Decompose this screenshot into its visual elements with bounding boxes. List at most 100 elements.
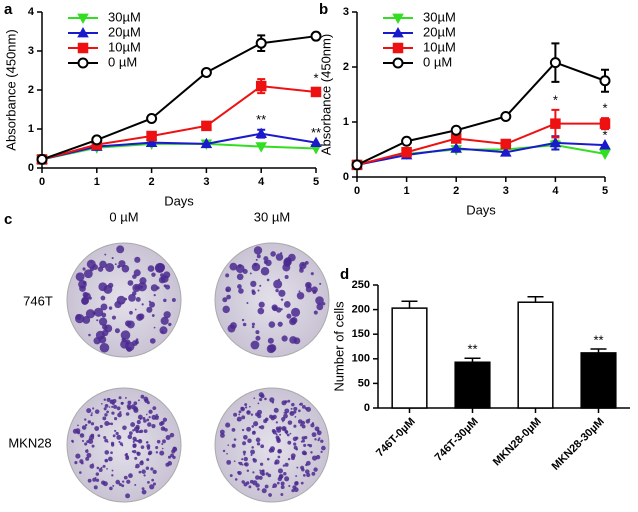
colony xyxy=(272,430,277,435)
colony xyxy=(287,399,291,403)
colony xyxy=(310,272,314,276)
significance: * xyxy=(602,101,607,116)
significance: * xyxy=(553,92,558,107)
x-tick-label: 3 xyxy=(203,176,209,188)
panel-label: d xyxy=(340,266,349,283)
point xyxy=(255,142,267,153)
colony xyxy=(94,426,100,431)
colony xyxy=(300,465,305,470)
colony xyxy=(244,403,248,406)
colony xyxy=(314,438,317,441)
colony xyxy=(279,433,282,436)
colony xyxy=(266,344,276,354)
colony xyxy=(134,308,137,311)
colony xyxy=(316,303,324,311)
colony xyxy=(160,426,166,431)
row-label: MKN28 xyxy=(8,435,51,450)
colony xyxy=(242,450,247,454)
colony xyxy=(303,443,307,447)
colony xyxy=(132,429,135,432)
colony xyxy=(264,397,267,401)
colony xyxy=(249,405,251,408)
colony xyxy=(160,275,169,283)
colony xyxy=(83,269,93,279)
colony xyxy=(255,483,260,488)
colony xyxy=(102,481,108,487)
colony xyxy=(128,431,133,436)
colony xyxy=(92,407,95,410)
colony xyxy=(282,420,284,423)
colony xyxy=(130,404,136,410)
colony xyxy=(287,420,293,425)
colony xyxy=(103,435,107,440)
colony xyxy=(148,416,151,419)
colony xyxy=(149,301,156,308)
colony xyxy=(281,417,286,422)
colony xyxy=(286,313,292,319)
legend-label: 30µM xyxy=(108,9,141,24)
colony xyxy=(91,412,93,414)
colony xyxy=(109,399,115,405)
colony xyxy=(139,460,144,466)
colony xyxy=(98,282,108,292)
colony xyxy=(96,466,100,470)
colony xyxy=(257,307,265,315)
colony xyxy=(318,437,321,440)
colony xyxy=(290,407,293,410)
colony xyxy=(100,466,103,469)
colony xyxy=(114,429,117,433)
x-axis-label: Days xyxy=(164,193,194,208)
colony xyxy=(298,409,301,413)
colony xyxy=(162,417,168,422)
colony xyxy=(99,424,103,428)
colony xyxy=(256,254,261,259)
colony xyxy=(82,281,87,285)
y-tick-label: 0 xyxy=(28,162,34,174)
colony xyxy=(284,408,290,414)
colony xyxy=(243,434,248,440)
point xyxy=(549,57,561,69)
point xyxy=(310,136,322,147)
colony xyxy=(146,413,148,416)
colony xyxy=(165,434,171,440)
colony xyxy=(85,309,96,319)
colony xyxy=(276,438,281,444)
colony xyxy=(163,284,167,288)
colony xyxy=(259,469,265,475)
colony xyxy=(242,322,247,327)
colony xyxy=(106,397,111,402)
x-tick-label: 1 xyxy=(404,185,410,197)
colony xyxy=(111,405,114,408)
colony xyxy=(109,486,113,491)
colony xyxy=(111,315,116,320)
colony xyxy=(118,440,121,443)
colony xyxy=(264,417,269,422)
colony xyxy=(139,417,142,420)
colony xyxy=(304,260,309,265)
colony xyxy=(266,278,270,282)
colony xyxy=(275,421,278,424)
colony xyxy=(241,318,245,322)
colony xyxy=(124,297,127,301)
colony xyxy=(137,313,145,320)
colony xyxy=(127,400,132,405)
colony xyxy=(259,397,263,402)
colony xyxy=(243,462,248,466)
colony xyxy=(311,471,316,476)
x-tick-label: 4 xyxy=(258,176,265,188)
colony xyxy=(143,419,147,423)
colony xyxy=(265,259,272,267)
colony xyxy=(301,263,305,267)
colony xyxy=(287,440,292,445)
colony xyxy=(259,284,262,287)
colony xyxy=(233,438,237,441)
x-tick-label: 2 xyxy=(149,176,155,188)
point xyxy=(200,137,213,149)
colony xyxy=(253,421,259,427)
colony xyxy=(275,426,280,431)
colony xyxy=(145,466,150,470)
colony xyxy=(260,425,265,430)
colony xyxy=(267,337,274,344)
colony xyxy=(315,454,321,460)
colony xyxy=(92,311,96,315)
